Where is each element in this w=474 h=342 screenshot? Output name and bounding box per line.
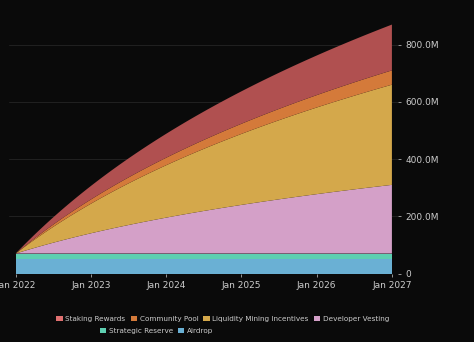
- Legend: Staking Rewards, Community Pool, Liquidity Mining Incentives, Developer Vesting: Staking Rewards, Community Pool, Liquidi…: [54, 313, 392, 325]
- Legend: Strategic Reserve, Airdrop: Strategic Reserve, Airdrop: [97, 325, 216, 337]
